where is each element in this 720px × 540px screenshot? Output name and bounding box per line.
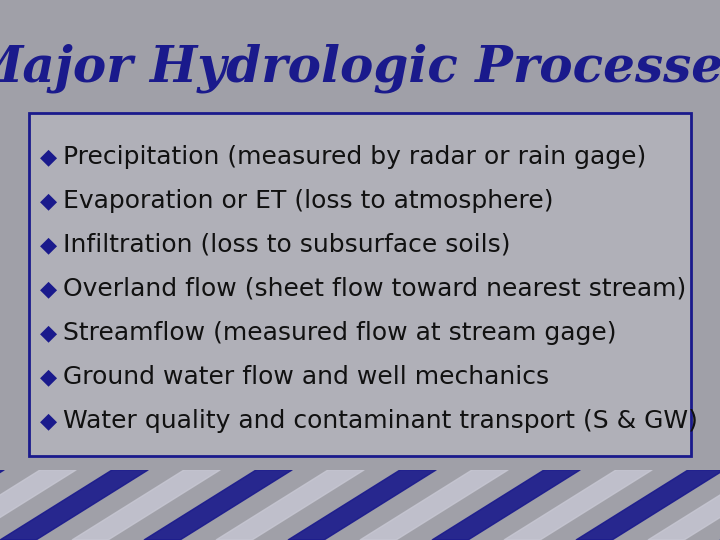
Text: Ground water flow and well mechanics: Ground water flow and well mechanics: [63, 365, 549, 389]
Polygon shape: [144, 470, 292, 540]
Text: ◆: ◆: [40, 411, 58, 431]
Polygon shape: [576, 470, 720, 540]
Polygon shape: [288, 470, 436, 540]
Polygon shape: [432, 470, 580, 540]
Text: ◆: ◆: [40, 367, 58, 387]
Text: ◆: ◆: [40, 191, 58, 211]
Bar: [0, 470, 720, 540]
Text: ◆: ◆: [40, 147, 58, 167]
Bar: [29, 113, 691, 456]
Polygon shape: [0, 470, 4, 540]
Polygon shape: [648, 470, 720, 540]
Text: Streamflow (measured flow at stream gage): Streamflow (measured flow at stream gage…: [63, 321, 617, 345]
Polygon shape: [360, 470, 508, 540]
Bar: [0, 470, 720, 540]
Text: Overland flow (sheet flow toward nearest stream): Overland flow (sheet flow toward nearest…: [63, 277, 687, 301]
Text: Water quality and contaminant transport (S & GW): Water quality and contaminant transport …: [63, 409, 698, 433]
Text: Evaporation or ET (loss to atmosphere): Evaporation or ET (loss to atmosphere): [63, 189, 554, 213]
Polygon shape: [504, 470, 652, 540]
Text: ◆: ◆: [40, 235, 58, 255]
Text: Major Hydrologic Processes: Major Hydrologic Processes: [0, 43, 720, 93]
Polygon shape: [0, 470, 76, 540]
Text: Infiltration (loss to subsurface soils): Infiltration (loss to subsurface soils): [63, 233, 511, 257]
Polygon shape: [72, 470, 220, 540]
Polygon shape: [216, 470, 364, 540]
Polygon shape: [0, 470, 148, 540]
Text: ◆: ◆: [40, 279, 58, 299]
Text: Precipitation (measured by radar or rain gage): Precipitation (measured by radar or rain…: [63, 145, 647, 169]
Text: ◆: ◆: [40, 323, 58, 343]
